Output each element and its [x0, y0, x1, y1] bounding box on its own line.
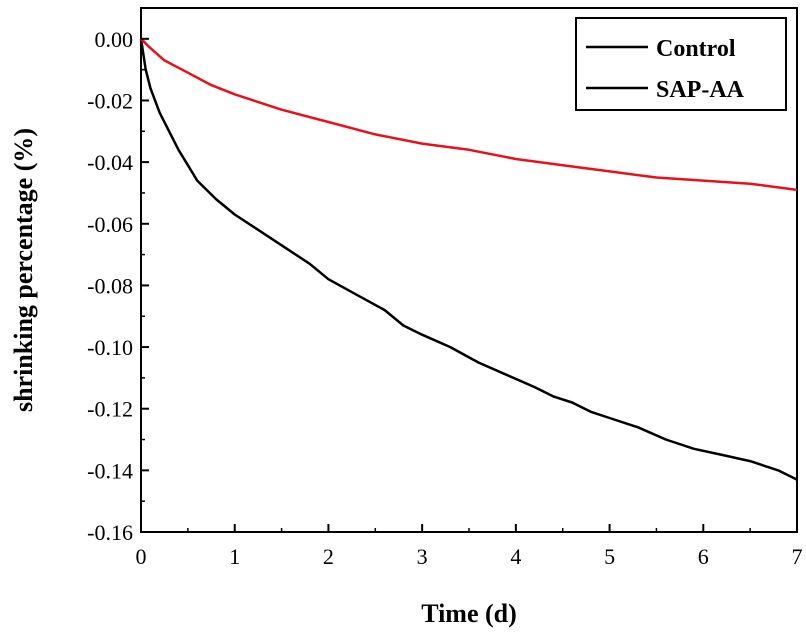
- y-tick-label: -0.04: [87, 150, 133, 175]
- y-tick-label: 0.00: [95, 27, 134, 52]
- y-tick-label: -0.16: [87, 520, 133, 545]
- x-tick-label: 6: [698, 544, 709, 569]
- legend: Control SAP-AA: [575, 17, 787, 111]
- y-tick-label: -0.12: [87, 397, 133, 422]
- x-tick-label: 4: [510, 544, 521, 569]
- legend-label-sap-aa: SAP-AA: [656, 77, 745, 103]
- y-tick-label: -0.10: [87, 335, 133, 360]
- y-axis: 0.00 -0.02 -0.04 -0.06 -0.08 -0.10 -0.12 -0.14 -…: [87, 7, 149, 545]
- plot-area: 0 1 2 3 4 5 6 7 0.00 -0.02 -0.04 -0.06 -0.08 -0.10 -0…: [87, 7, 803, 569]
- y-tick-label: -0.08: [87, 273, 133, 298]
- x-tick-label: 5: [604, 544, 615, 569]
- legend-box: [575, 17, 787, 111]
- y-tick-label: -0.06: [87, 212, 133, 237]
- x-axis-title: Time (d): [421, 599, 517, 628]
- legend-label-control: Control: [656, 36, 736, 62]
- y-tick-label: -0.02: [87, 88, 133, 113]
- y-axis-title: shrinking percentage (%): [9, 128, 38, 412]
- series-layer: [139, 37, 798, 481]
- x-axis: 0 1 2 3 4 5 6 7: [136, 524, 803, 569]
- y-tick-label: -0.14: [87, 458, 133, 483]
- x-tick-label: 0: [136, 544, 147, 569]
- x-tick-label: 3: [417, 544, 428, 569]
- series-line-sap-aa: [140, 37, 798, 192]
- x-tick-label: 1: [229, 544, 240, 569]
- x-tick-label: 2: [323, 544, 334, 569]
- x-tick-label: 7: [792, 544, 803, 569]
- series-line-control: [139, 38, 798, 481]
